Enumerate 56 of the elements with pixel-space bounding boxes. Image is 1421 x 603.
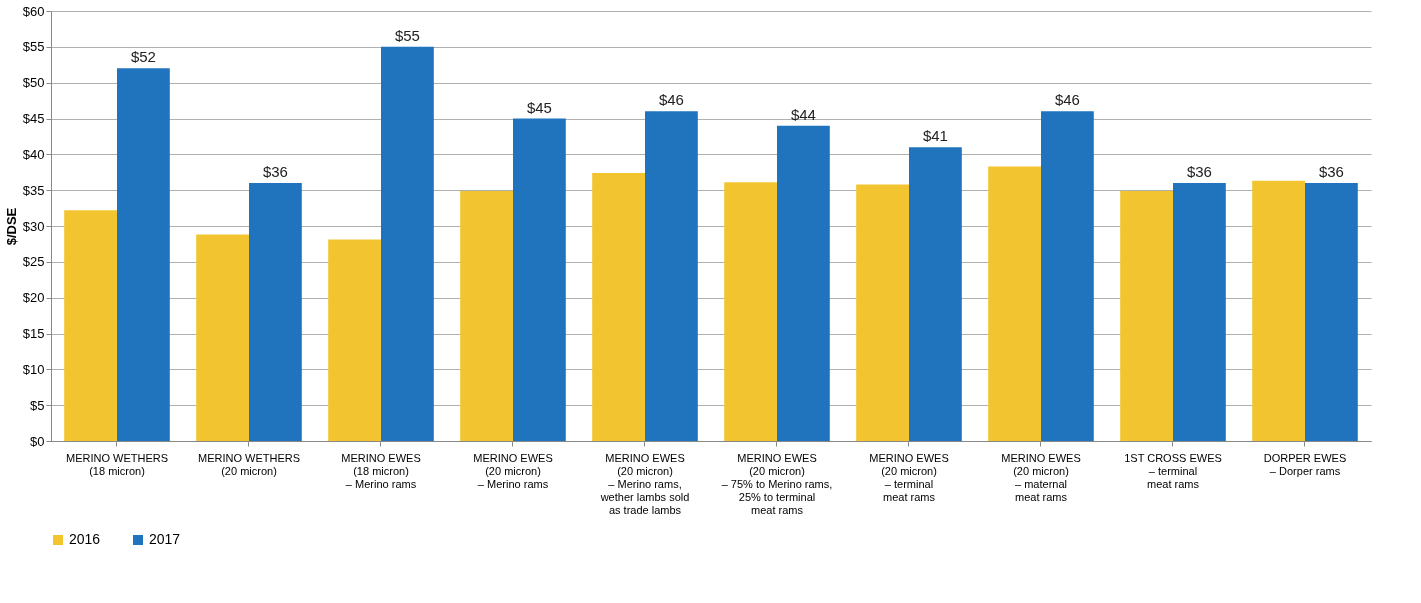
bar	[988, 166, 1041, 441]
bar	[1305, 183, 1358, 441]
x-tick-label: DORPER EWES – Dorper rams	[1263, 451, 1347, 477]
y-tick-label: $0	[30, 433, 45, 449]
data-label: $46	[1054, 91, 1080, 109]
y-tick-label: $15	[22, 326, 45, 341]
y-tick-label: $35	[22, 182, 45, 198]
y-tick-label: $40	[22, 146, 45, 162]
bar	[1252, 180, 1305, 441]
data-label: $36	[1318, 163, 1344, 180]
legend-label: 2017	[149, 531, 181, 547]
y-tick-label: $55	[22, 39, 45, 55]
x-tick-label: MERINO EWES (18 micron) – Merino rams	[341, 451, 421, 490]
bar	[64, 210, 117, 441]
bar	[117, 68, 170, 441]
bar	[856, 184, 909, 441]
data-label: $52	[130, 48, 156, 66]
bar	[513, 118, 566, 441]
x-tick-label: MERINO WETHERS (20 micron)	[197, 451, 301, 477]
bar	[1120, 190, 1173, 441]
y-tick-label: $45	[22, 111, 45, 126]
bar	[645, 111, 698, 441]
y-tick-label: $30	[22, 218, 45, 234]
y-axis-title: $/DSE	[3, 207, 19, 246]
x-tick-label: 1ST CROSS EWES – terminal meat rams	[1124, 451, 1222, 490]
bar	[724, 182, 777, 441]
bar	[381, 46, 434, 441]
x-tick-label: MERINO WETHERS (18 micron)	[65, 451, 169, 477]
bar	[592, 172, 645, 441]
bar	[1041, 111, 1094, 441]
data-label: $36	[1186, 163, 1212, 180]
data-label: $36	[262, 163, 288, 180]
bar	[909, 147, 962, 441]
x-tick-label: MERINO EWES (20 micron) – terminal meat rams	[869, 451, 949, 503]
x-tick-label: MERINO EWES (20 micron) – 75% to Merino rams, 25% to terminal meat rams	[721, 451, 833, 516]
bar	[777, 125, 830, 441]
legend-label: 2016	[69, 531, 101, 547]
data-label: $55	[394, 26, 420, 44]
y-tick-label: $10	[22, 361, 45, 377]
bar	[1173, 183, 1226, 441]
x-tick-label: MERINO EWES (20 micron) – Merino rams, wether lambs sold as trade lambs	[599, 451, 690, 516]
bar	[328, 239, 381, 441]
data-label: $41	[922, 127, 948, 145]
y-tick-label: $25	[22, 254, 45, 270]
data-label: $44	[790, 105, 816, 123]
y-tick-label: $50	[22, 75, 45, 91]
bar	[460, 190, 513, 441]
bar	[249, 183, 302, 441]
x-tick-label: MERINO EWES (20 micron) – Merino rams	[473, 451, 553, 490]
y-tick-label: $5	[30, 397, 45, 413]
bar	[196, 234, 249, 441]
y-tick-label: $20	[22, 290, 45, 306]
y-tick-label: $60	[22, 3, 45, 19]
data-label: $45	[526, 98, 552, 116]
x-tick-label: MERINO EWES (20 micron) – maternal meat rams	[1001, 451, 1081, 503]
data-label: $46	[658, 91, 684, 109]
